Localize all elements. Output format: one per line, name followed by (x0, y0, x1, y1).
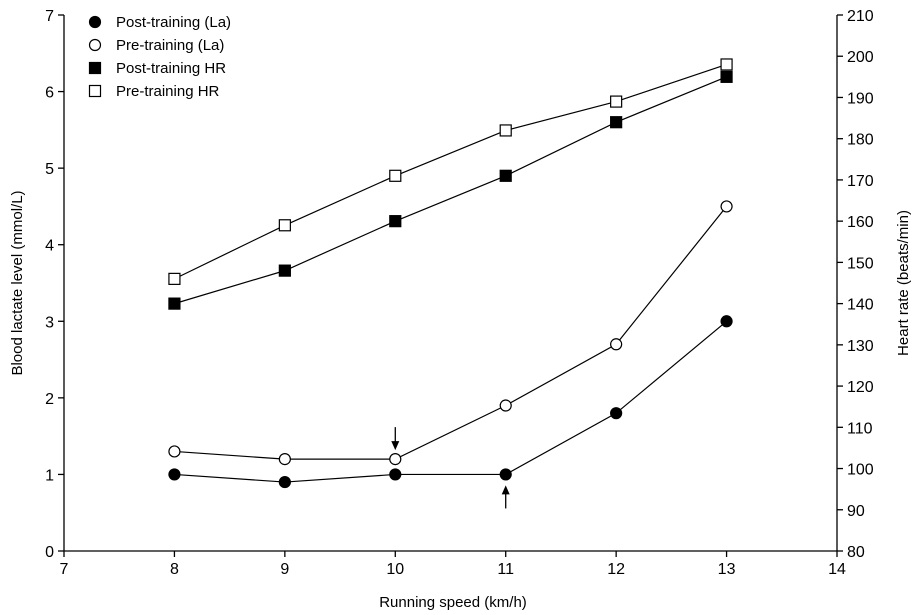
series-3 (168, 70, 733, 310)
y2-tick-label: 180 (847, 132, 874, 149)
legend-item: Pre-training HR (88, 83, 220, 100)
legend-label: Pre-training HR (116, 83, 220, 100)
y-tick-label: 3 (45, 314, 54, 331)
series-line (174, 320, 727, 483)
series-2 (168, 200, 733, 466)
data-point (610, 95, 623, 108)
data-point (499, 399, 512, 412)
y-tick-label: 6 (45, 85, 54, 102)
y2-tick-label: 90 (847, 503, 865, 520)
legend-marker (88, 38, 102, 52)
y2-tick-label: 80 (847, 544, 865, 561)
data-point (499, 169, 512, 182)
series-line (174, 63, 727, 280)
y2-tick-label: 100 (847, 462, 874, 479)
legend-marker (88, 15, 102, 29)
data-point (610, 116, 623, 129)
data-point (499, 468, 512, 481)
x-tick-label: 14 (828, 561, 846, 578)
data-point (499, 124, 512, 137)
annotation-arrow-down-head (391, 441, 400, 451)
x-tick-label: 11 (497, 561, 514, 578)
data-point (610, 407, 623, 420)
data-point (278, 475, 291, 489)
x-tick-label: 9 (280, 561, 289, 578)
y2-tick-label: 210 (847, 8, 874, 25)
legend-label: Post-training HR (116, 60, 226, 77)
legend: Post-training (La) Pre-training (La) Post-… (88, 14, 231, 100)
series-1 (168, 315, 733, 489)
x-tick-label: 12 (607, 561, 625, 578)
y2-axis-label: Heart rate (beats/min) (895, 210, 912, 356)
series-4 (168, 58, 733, 285)
legend-marker (88, 84, 102, 98)
data-point (168, 445, 181, 458)
legend-label: Post-training (La) (116, 14, 231, 31)
y2-tick-label: 160 (847, 214, 874, 231)
data-point (278, 219, 291, 232)
legend-item: Post-training HR (88, 60, 226, 77)
legend-label: Pre-training (La) (116, 37, 224, 54)
annotations-layer (391, 427, 510, 509)
data-point (168, 272, 181, 285)
x-tick-label: 10 (386, 561, 404, 578)
data-point (278, 264, 291, 277)
y-tick-label: 2 (45, 391, 54, 408)
legend-item: Post-training (La) (88, 14, 231, 31)
data-point (168, 297, 181, 310)
y2-tick-label: 110 (847, 420, 873, 437)
data-point (278, 453, 291, 466)
data-point (168, 468, 181, 481)
y2-tick-label: 200 (847, 49, 874, 66)
annotation-arrow-up-head (501, 485, 510, 495)
data-point (720, 70, 733, 83)
data-point (610, 338, 623, 351)
x-tick-label: 7 (60, 561, 69, 578)
y2-tick-label: 130 (847, 338, 874, 355)
legend-marker (88, 61, 102, 75)
data-point (389, 215, 402, 228)
y2-tick-label: 140 (847, 297, 874, 314)
data-point (389, 453, 402, 466)
data-point (389, 468, 402, 481)
data-point (720, 315, 733, 328)
y-tick-label: 0 (45, 544, 54, 561)
data-point (720, 58, 733, 71)
series-layer (168, 58, 733, 489)
x-axis-label: Running speed (km/h) (379, 594, 527, 611)
y2-tick-label: 190 (847, 90, 874, 107)
y2-tick-label: 150 (847, 255, 874, 272)
y-tick-label: 5 (45, 161, 54, 178)
data-point (720, 200, 733, 213)
y-tick-label: 7 (45, 8, 54, 25)
data-point (389, 169, 402, 182)
x-tick-label: 8 (170, 561, 179, 578)
series-line (174, 76, 727, 305)
x-tick-label: 13 (718, 561, 736, 578)
axes: 7 8 9 10 11 12 13 14012345678090100110120130140… (45, 8, 874, 578)
legend-item: Pre-training (La) (88, 37, 224, 54)
y-tick-label: 1 (45, 467, 54, 484)
series-line (174, 206, 728, 460)
y2-tick-label: 120 (847, 379, 874, 396)
y-axis-label: Blood lactate level (mmol/L) (9, 190, 26, 375)
y2-tick-label: 170 (847, 173, 874, 190)
y-tick-label: 4 (45, 238, 54, 255)
